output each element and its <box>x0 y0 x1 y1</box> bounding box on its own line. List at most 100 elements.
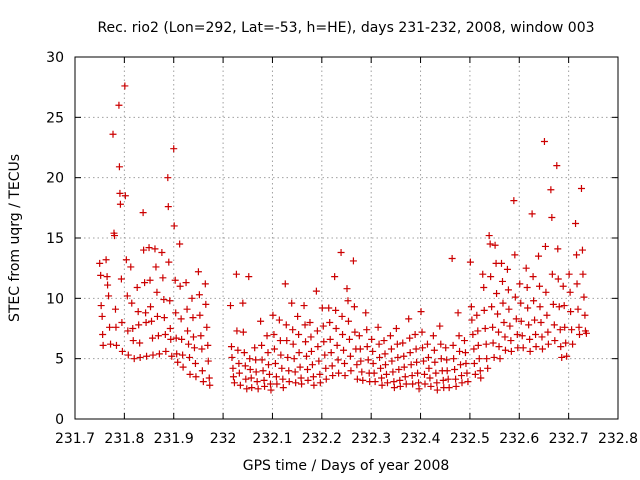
data-point-plus <box>173 350 181 358</box>
data-point-plus <box>581 311 589 319</box>
y-tick-label: 20 <box>46 171 64 187</box>
data-point-plus <box>246 366 254 374</box>
data-point-plus <box>458 372 466 380</box>
data-point-plus <box>553 162 561 170</box>
data-point-plus <box>532 343 540 351</box>
data-point-plus <box>362 309 370 317</box>
data-point-plus <box>339 331 347 339</box>
data-point-plus <box>390 378 398 386</box>
data-point-plus <box>479 270 487 278</box>
data-point-plus <box>248 384 256 392</box>
data-point-plus <box>504 286 512 294</box>
data-point-plus <box>526 347 534 355</box>
data-point-plus <box>139 209 147 217</box>
data-point-plus <box>135 321 143 329</box>
data-point-plus <box>536 282 544 290</box>
data-point-plus <box>134 308 142 316</box>
x-tick-label: 232.4 <box>400 431 440 447</box>
data-point-plus <box>285 378 293 386</box>
data-point-plus <box>265 370 273 378</box>
data-point-plus <box>350 303 358 311</box>
data-point-plus <box>400 352 408 360</box>
data-point-plus <box>451 366 459 374</box>
data-point-plus <box>316 370 324 378</box>
data-point-plus <box>357 357 365 365</box>
data-point-plus <box>188 294 196 302</box>
data-point-plus <box>468 316 476 324</box>
data-point-plus <box>499 299 507 307</box>
data-point-plus <box>444 375 452 383</box>
data-point-plus <box>480 306 488 314</box>
data-point-plus <box>232 270 240 278</box>
data-point-plus <box>371 378 379 386</box>
data-point-plus <box>297 374 305 382</box>
data-point-plus <box>97 271 105 279</box>
data-point-plus <box>389 368 397 376</box>
data-point-plus <box>519 344 527 352</box>
data-point-plus <box>501 333 509 341</box>
data-point-plus <box>370 369 378 377</box>
data-point-plus <box>172 334 180 342</box>
data-point-plus <box>106 323 114 331</box>
data-point-plus <box>277 351 285 359</box>
data-point-plus <box>292 379 300 387</box>
data-point-plus <box>490 353 498 361</box>
data-point-plus <box>197 332 205 340</box>
data-point-plus <box>269 311 277 319</box>
data-point-plus <box>574 305 582 313</box>
data-point-plus <box>234 346 242 354</box>
data-point-plus <box>291 368 299 376</box>
data-point-plus <box>121 82 129 90</box>
data-point-plus <box>184 327 192 335</box>
data-point-plus <box>524 304 532 312</box>
data-point-plus <box>226 302 234 310</box>
data-point-plus <box>474 341 482 349</box>
data-point-plus <box>344 317 352 325</box>
data-point-plus <box>271 359 279 367</box>
data-point-plus <box>171 276 179 284</box>
data-point-plus <box>432 369 440 377</box>
data-point-plus <box>227 343 235 351</box>
data-point-plus <box>170 222 178 230</box>
data-point-plus <box>469 331 477 339</box>
data-point-plus <box>121 192 129 200</box>
data-point-plus <box>192 373 200 381</box>
data-point-plus <box>153 312 161 320</box>
data-point-plus <box>516 280 524 288</box>
data-point-plus <box>412 345 420 353</box>
data-point-plus <box>136 339 144 347</box>
data-point-plus <box>112 323 120 331</box>
data-point-plus <box>498 277 506 285</box>
data-point-plus <box>198 367 206 375</box>
data-point-plus <box>149 351 157 359</box>
data-point-plus <box>129 325 137 332</box>
data-point-plus <box>109 130 117 138</box>
data-point-plus <box>343 285 351 293</box>
data-point-plus <box>338 312 346 320</box>
data-point-plus <box>265 361 273 369</box>
data-point-plus <box>388 357 396 365</box>
data-point-plus <box>544 328 552 336</box>
data-point-plus <box>462 359 470 367</box>
data-point-plus <box>122 256 130 264</box>
data-point-plus <box>316 379 324 387</box>
data-point-plus <box>329 372 337 380</box>
data-point-plus <box>555 303 563 311</box>
x-tick-label: 231.7 <box>55 431 95 447</box>
data-point-plus <box>488 303 496 311</box>
data-point-plus <box>263 332 271 340</box>
data-point-plus <box>341 359 349 367</box>
data-point-plus <box>334 356 342 364</box>
data-point-plus <box>206 381 214 389</box>
data-point-plus <box>140 246 148 254</box>
data-point-plus <box>310 381 318 389</box>
data-point-plus <box>267 386 275 394</box>
data-point-plus <box>535 252 543 260</box>
data-point-plus <box>378 381 386 389</box>
data-point-plus <box>559 282 567 290</box>
data-point-plus <box>554 245 562 253</box>
data-point-plus <box>400 363 408 371</box>
data-point-plus <box>141 279 149 287</box>
data-point-plus <box>507 337 515 345</box>
data-point-plus <box>143 352 151 360</box>
